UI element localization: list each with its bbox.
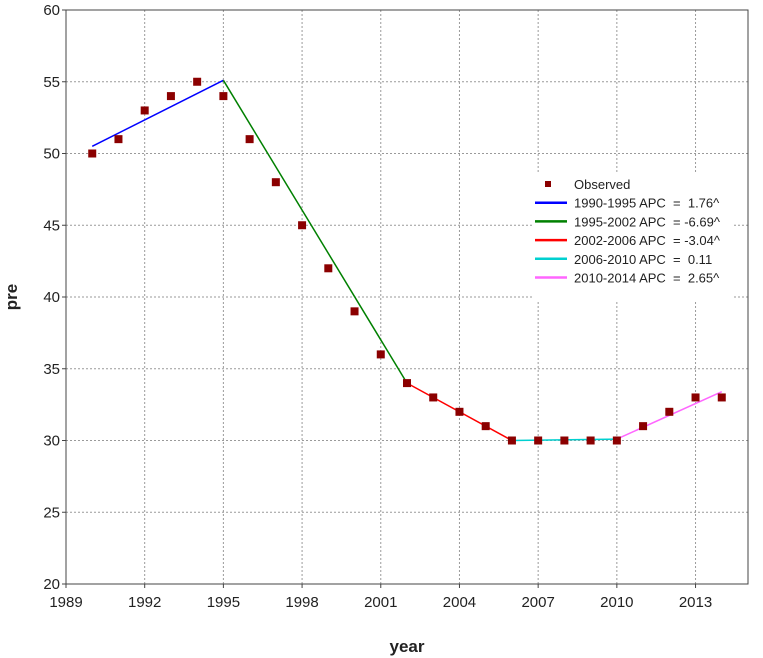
observed-point — [429, 393, 438, 402]
legend-label: 1995-2002 APC = -6.69^ — [574, 214, 721, 229]
y-tick-label: 20 — [43, 576, 60, 593]
x-tick-label: 2007 — [521, 594, 554, 611]
observed-point — [193, 77, 202, 86]
y-tick-label: 40 — [43, 289, 60, 306]
x-tick-label: 2001 — [364, 594, 397, 611]
fit-line-segment — [222, 79, 408, 384]
legend: Observed 1990-1995 APC = 1.76^ 1995-2002 A… — [533, 174, 733, 300]
legend-background — [533, 174, 733, 300]
y-tick-label: 55 — [43, 74, 60, 91]
legend-label: 2006-2010 APC = 0.11 — [574, 252, 712, 267]
observed-point — [166, 92, 175, 101]
observed-point — [219, 92, 228, 101]
observed-point — [560, 436, 569, 445]
x-tick-label: 2010 — [600, 594, 633, 611]
y-tick-label: 50 — [43, 146, 60, 163]
fit-lines — [91, 79, 723, 442]
y-tick-label: 25 — [43, 504, 60, 521]
observed-point — [612, 436, 621, 445]
x-axis-title: year — [390, 637, 425, 656]
observed-point — [507, 436, 516, 445]
observed-point — [639, 422, 648, 431]
y-tick-label: 30 — [43, 433, 60, 450]
observed-point — [324, 264, 333, 273]
observed-point — [665, 407, 674, 416]
observed-point — [376, 350, 385, 359]
x-tick-label: 1998 — [285, 594, 318, 611]
x-tick-label: 2013 — [679, 594, 712, 611]
legend-label: 1990-1995 APC = 1.76^ — [574, 196, 720, 211]
legend-label-observed: Observed — [574, 177, 630, 192]
x-tick-label: 1992 — [128, 594, 161, 611]
legend-label: 2002-2006 APC = -3.04^ — [574, 233, 721, 248]
observed-point — [455, 407, 464, 416]
x-tick-label: 1995 — [207, 594, 240, 611]
observed-point — [350, 307, 359, 316]
y-axis-ticks: 20 25 30 35 40 45 50 55 60 — [43, 2, 66, 593]
observed-point — [298, 221, 307, 230]
x-tick-label: 2004 — [443, 594, 476, 611]
observed-point — [140, 106, 149, 115]
observed-point — [114, 135, 123, 144]
fit-line-segment — [91, 79, 224, 147]
observed-point — [403, 379, 411, 388]
y-tick-label: 45 — [43, 217, 60, 234]
x-tick-label: 1989 — [49, 594, 82, 611]
x-axis-ticks: 1989 1992 1995 1998 2001 2004 2007 2010 2013 — [49, 584, 712, 611]
y-tick-label: 35 — [43, 361, 60, 378]
observed-point — [717, 393, 726, 402]
observed-point — [271, 178, 280, 187]
observed-point — [88, 149, 97, 158]
y-axis-title: pre — [2, 284, 21, 310]
legend-marker-observed — [545, 181, 551, 187]
observed-point — [481, 422, 490, 431]
observed-points — [88, 77, 726, 445]
observed-point — [691, 393, 700, 402]
observed-point — [245, 135, 254, 144]
observed-point — [534, 436, 543, 445]
observed-point — [586, 436, 595, 445]
legend-label: 2010-2014 APC = 2.65^ — [574, 271, 720, 286]
y-tick-label: 60 — [43, 2, 60, 19]
